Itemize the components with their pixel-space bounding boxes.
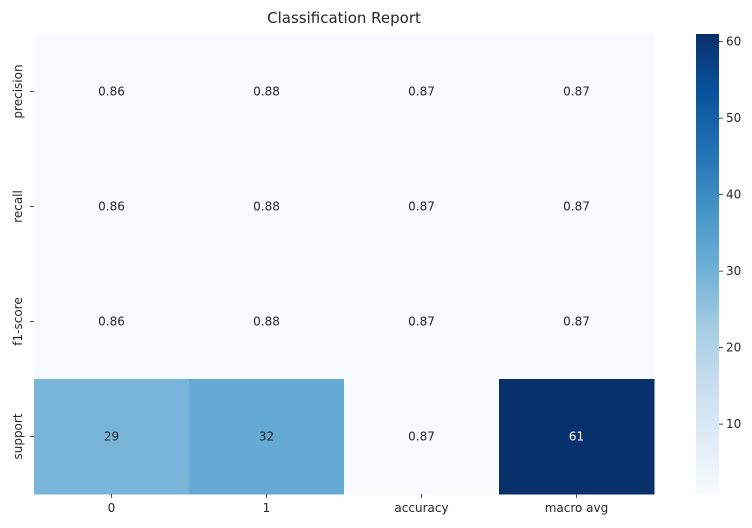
- cell-value-label: 29: [104, 430, 119, 444]
- heatmap-cell-labels: 0.86 0.88 0.87 0.87 0.86 0.88 0.87 0.87 0.86 0.88…: [98, 85, 590, 444]
- colorbar-tick-label: 40: [726, 188, 741, 202]
- heatmap-cell: [499, 379, 655, 495]
- heatmap-cell: [189, 34, 345, 150]
- cell-value-label: 61: [569, 430, 584, 444]
- colorbar-tick-label: 60: [726, 35, 741, 49]
- x-tick-label: macro avg: [545, 501, 609, 515]
- y-tick-label: f1-score: [11, 297, 25, 345]
- cell-value-label: 0.87: [563, 85, 590, 99]
- y-tick-label: precision: [11, 64, 25, 118]
- cell-value-label: 0.88: [253, 200, 280, 214]
- heatmap-cells: [34, 34, 655, 495]
- heatmap-cell: [189, 379, 345, 495]
- heatmap-cell: [34, 379, 190, 495]
- heatmap-cell: [344, 34, 500, 150]
- heatmap-cell: [499, 264, 655, 380]
- cell-value-label: 0.86: [98, 200, 125, 214]
- colorbar: 10 20 30 40 50 60: [696, 34, 741, 494]
- heatmap-cell: [344, 379, 500, 495]
- cell-value-label: 0.87: [563, 200, 590, 214]
- cell-value-label: 0.87: [563, 315, 590, 329]
- x-tick-label: 0: [108, 501, 116, 515]
- heatmap-cell: [344, 264, 500, 380]
- heatmap-cell: [189, 264, 345, 380]
- y-axis: precision recall f1-score support: [11, 64, 34, 460]
- cell-value-label: 0.87: [408, 430, 435, 444]
- cell-value-label: 0.88: [253, 315, 280, 329]
- heatmap-cell: [499, 34, 655, 150]
- cell-value-label: 0.87: [408, 85, 435, 99]
- x-tick-label: 1: [263, 501, 271, 515]
- cell-value-label: 0.87: [408, 315, 435, 329]
- y-tick-label: recall: [11, 190, 25, 223]
- chart-title: Classification Report: [267, 9, 421, 27]
- colorbar-tick-label: 30: [726, 264, 741, 278]
- cell-value-label: 0.86: [98, 315, 125, 329]
- heatmap-cell: [34, 264, 190, 380]
- heatmap-cell: [34, 34, 190, 150]
- colorbar-tick-label: 20: [726, 341, 741, 355]
- x-axis: 0 1 accuracy macro avg: [108, 494, 609, 515]
- y-tick-label: support: [11, 413, 25, 459]
- heatmap-cell: [499, 149, 655, 265]
- colorbar-gradient: [696, 34, 719, 494]
- colorbar-tick-label: 50: [726, 111, 741, 125]
- heatmap-cell: [189, 149, 345, 265]
- heatmap-cell: [344, 149, 500, 265]
- cell-value-label: 32: [259, 430, 274, 444]
- cell-value-label: 0.86: [98, 85, 125, 99]
- cell-value-label: 0.87: [408, 200, 435, 214]
- colorbar-tick-label: 10: [726, 417, 741, 431]
- heatmap-cell: [34, 149, 190, 265]
- x-tick-label: accuracy: [394, 501, 448, 515]
- cell-value-label: 0.88: [253, 85, 280, 99]
